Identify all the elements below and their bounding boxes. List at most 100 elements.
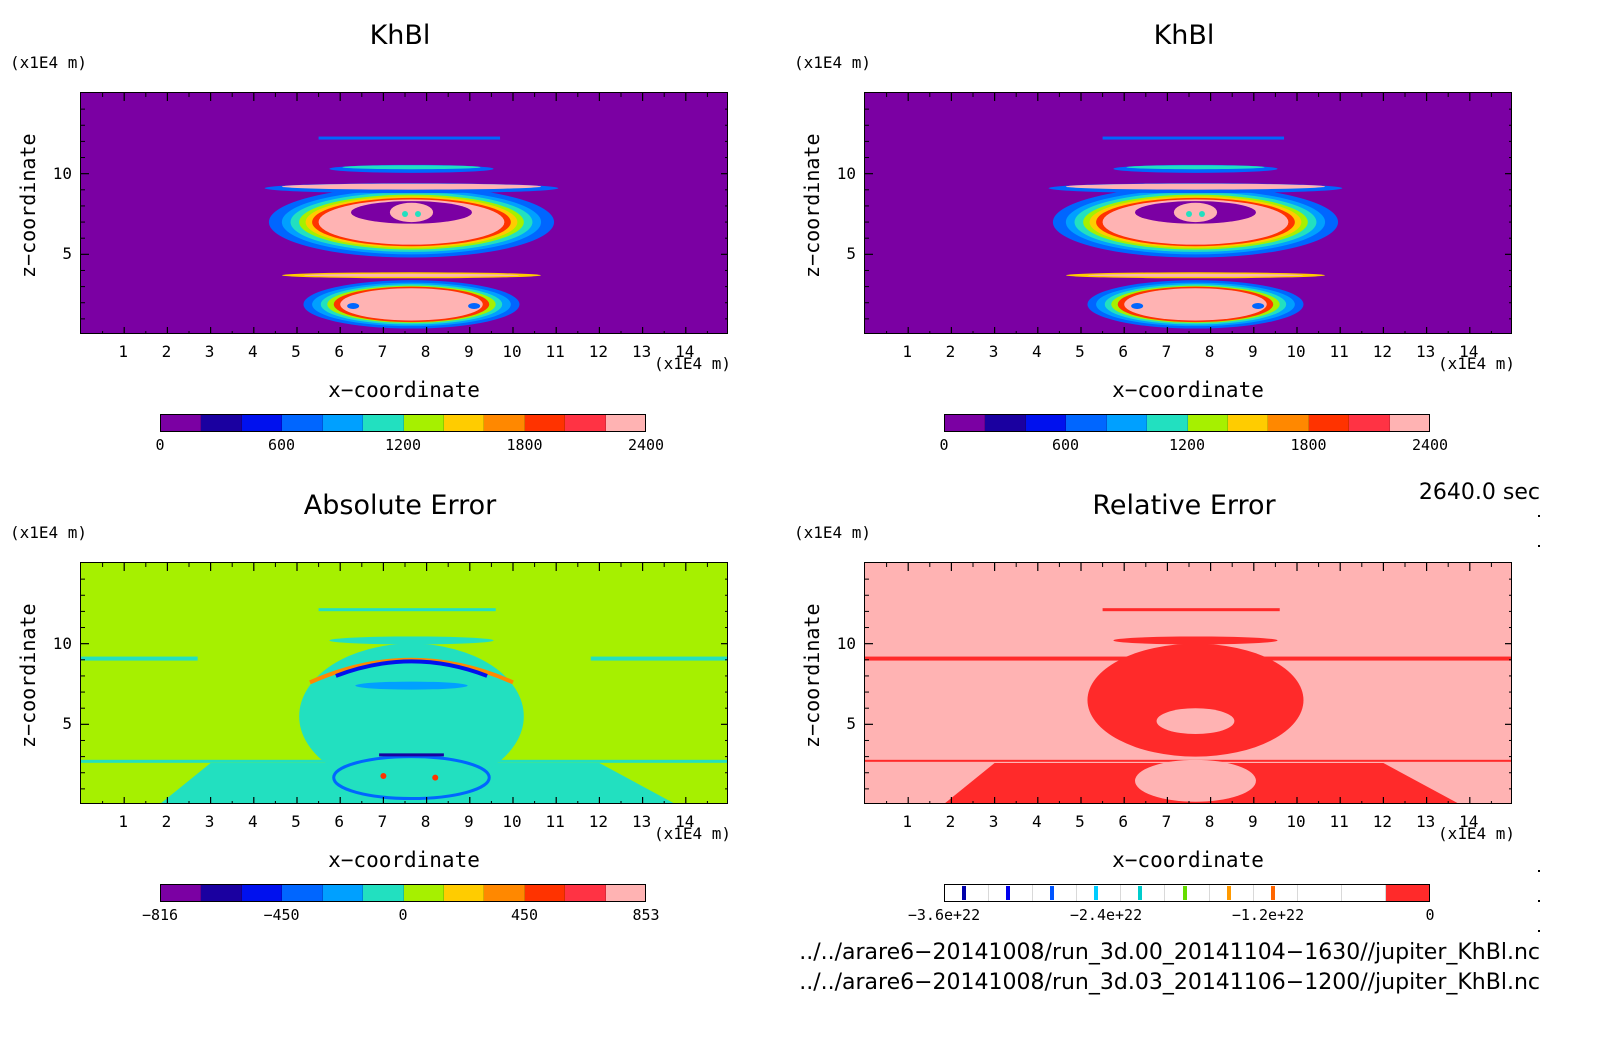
x-tick-label: 9 xyxy=(1247,342,1258,361)
colorbar-swatch xyxy=(565,885,606,901)
colorbar-swatch xyxy=(1227,415,1269,431)
x-axis-unit: (x1E4 m) xyxy=(1438,354,1516,373)
x-tick-label: 11 xyxy=(1329,812,1349,831)
field-contour xyxy=(329,636,494,645)
x-tick-label: 13 xyxy=(1415,812,1436,831)
x-tick-label: 1 xyxy=(118,812,128,831)
colorbar-swatch xyxy=(201,885,242,901)
colorbar-tick-label: 0 xyxy=(939,436,949,454)
x-tick-label: 14 xyxy=(1459,342,1479,361)
x-tick-label: 2 xyxy=(161,812,172,831)
field-contour xyxy=(355,681,468,690)
x-axis-label: x−coordinate xyxy=(1112,848,1264,872)
x-tick-label: 11 xyxy=(545,342,565,361)
field-contour xyxy=(81,656,198,661)
y-axis-label: z−coordinate xyxy=(16,603,40,749)
x-tick-label: 7 xyxy=(377,812,388,831)
colorbar-tick-label: 853 xyxy=(632,906,660,924)
x-tick-label: 6 xyxy=(1118,342,1128,361)
x-tick-label: 14 xyxy=(675,812,695,831)
field-contour xyxy=(1113,636,1278,645)
colorbar-tick-label: 2400 xyxy=(1411,436,1449,454)
field-contour xyxy=(1126,165,1265,170)
colorbar-swatch xyxy=(443,885,485,901)
y-tick-label: 5 xyxy=(846,244,856,264)
field-contour xyxy=(379,753,444,757)
colorbar-mark xyxy=(1050,886,1055,900)
colorbar-swatch xyxy=(1341,885,1386,901)
x-tick-label: 13 xyxy=(1415,342,1436,361)
y-tick-label: 10 xyxy=(52,633,72,653)
x-tick-label: 8 xyxy=(1204,812,1215,831)
colorbar-swatch xyxy=(565,415,606,431)
colorbar-swatch xyxy=(282,415,323,431)
field-contour xyxy=(468,302,481,309)
x-tick-label: 3 xyxy=(988,812,999,831)
x-tick-label: 8 xyxy=(420,342,431,361)
colorbar-swatch xyxy=(1297,885,1342,901)
colorbar-mark xyxy=(961,886,966,900)
x-tick-label: 11 xyxy=(545,812,565,831)
x-tick-label: 4 xyxy=(1031,812,1042,831)
colorbar-swatch xyxy=(524,415,566,431)
field-contour xyxy=(590,656,727,661)
colorbar-swatch xyxy=(1033,885,1078,901)
y-tick-label: 5 xyxy=(62,244,72,264)
field-contour xyxy=(318,136,501,140)
colorbar-tick-label: −3.6e+22 xyxy=(907,906,981,924)
time-label: 2640.0 sec xyxy=(1418,480,1540,505)
colorbar-swatch xyxy=(1187,415,1228,431)
field-contour xyxy=(335,659,488,678)
colorbar-tick-label: 0 xyxy=(155,436,165,454)
colorbar-tick-label: 0 xyxy=(1425,906,1435,924)
colorbar-swatch xyxy=(524,885,566,901)
panel-khbl-2: KhBl (x1E4 m) z−coordinate 1 2 3 4 5 6 7 8 9 10 11 12 1… xyxy=(784,0,1584,480)
field-contour xyxy=(347,302,360,309)
colorbar-swatch xyxy=(1165,885,1210,901)
x-tick-label: 1 xyxy=(902,812,912,831)
x-axis-unit: (x1E4 m) xyxy=(654,354,732,373)
panel-title: Absolute Error xyxy=(303,490,497,521)
y-axis-label: z−coordinate xyxy=(16,133,40,279)
colorbar-tick-label: −2.4e+22 xyxy=(1069,906,1143,924)
x-tick-label: 2 xyxy=(945,812,956,831)
colorbar-tick-label: 2400 xyxy=(627,436,665,454)
colorbar-swatch xyxy=(403,415,444,431)
colorbar-swatch xyxy=(1349,415,1390,431)
x-tick-label: 9 xyxy=(463,812,474,831)
field-contour xyxy=(402,211,408,217)
x-tick-label: 12 xyxy=(1372,342,1393,361)
colorbar-mark xyxy=(1138,886,1143,900)
colorbar-swatch xyxy=(1147,415,1188,431)
x-tick-label: 6 xyxy=(334,812,344,831)
colorbar-swatch xyxy=(403,885,444,901)
x-tick-label: 5 xyxy=(1075,812,1085,831)
field-contour xyxy=(1252,302,1265,309)
dot-marker xyxy=(1538,545,1540,547)
colorbar-swatch xyxy=(945,415,986,431)
colorbar-swatch xyxy=(605,415,646,431)
colorbar-swatch xyxy=(161,885,202,901)
x-tick-label: 9 xyxy=(463,342,474,361)
field-contour xyxy=(1131,302,1144,309)
x-tick-label: 12 xyxy=(1372,812,1393,831)
x-tick-label: 7 xyxy=(1161,342,1172,361)
field-contour xyxy=(299,643,524,789)
field-contour xyxy=(318,608,496,612)
colorbar xyxy=(160,414,646,432)
colorbar-mark xyxy=(1094,886,1099,900)
colorbar xyxy=(944,414,1430,432)
colorbar-tick-label: 0 xyxy=(398,906,408,924)
colorbar-swatch xyxy=(1253,885,1298,901)
colorbar-tick-label: −816 xyxy=(141,906,179,924)
field-contour xyxy=(303,273,520,277)
x-tick-label: 14 xyxy=(1459,812,1479,831)
dot-marker xyxy=(1538,515,1540,517)
plot-area xyxy=(864,562,1512,804)
colorbar-swatch xyxy=(1025,415,1067,431)
x-tick-label: 12 xyxy=(588,342,609,361)
colorbar-swatch xyxy=(945,885,990,901)
colorbar-swatch xyxy=(161,415,202,431)
x-tick-label: 9 xyxy=(1247,812,1258,831)
y-tick-label: 10 xyxy=(836,633,856,653)
